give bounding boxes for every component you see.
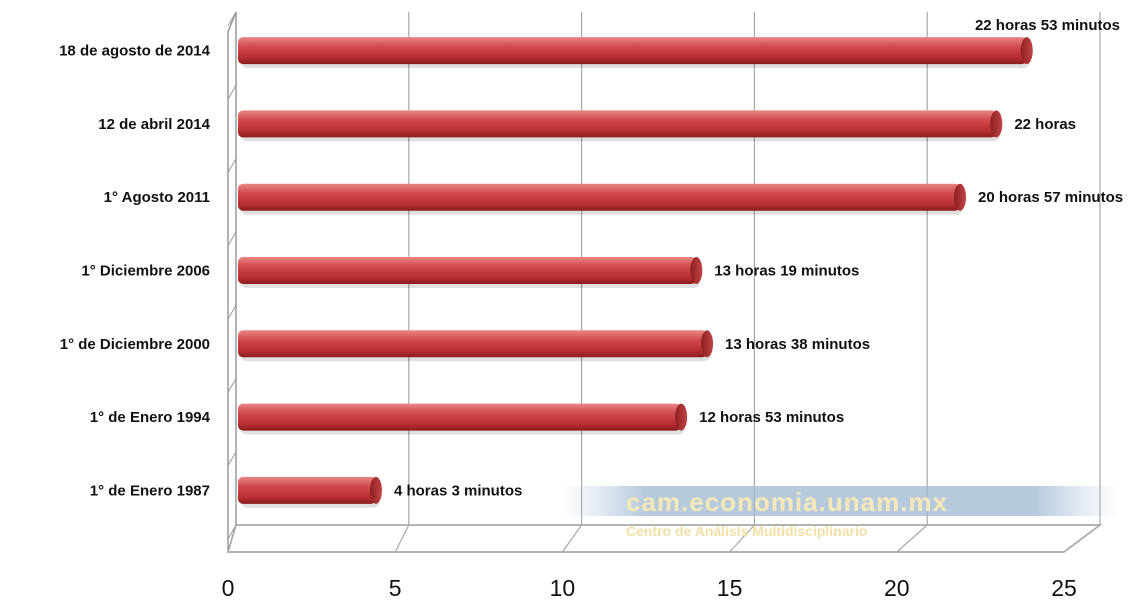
bar-body (238, 183, 961, 211)
bar (238, 257, 703, 288)
category-tick (227, 451, 237, 466)
category-tick (227, 378, 237, 393)
bar-body (238, 37, 1027, 65)
bar (238, 37, 1033, 69)
category-label: 1° de Enero 1994 (90, 409, 211, 426)
bar-body (238, 257, 697, 284)
bars (238, 37, 1033, 508)
bar (238, 476, 382, 508)
category-tick (227, 524, 237, 540)
data-label: 4 horas 3 minutos (394, 482, 522, 499)
x-tick-label: 20 (884, 575, 910, 601)
category-tick (227, 231, 237, 247)
category-label: 18 de agosto de 2014 (59, 43, 211, 60)
category-labels: 18 de agosto de 2014 12 de abril 2014 1° A… (59, 43, 211, 500)
data-labels: 22 horas 53 minutos 22 horas 20 horas 57 m… (394, 17, 1123, 499)
bar-end-cap (990, 110, 1003, 138)
watermark: cam.economia.unam.mx Centro de Análisis … (560, 486, 1120, 539)
data-label: 13 horas 19 minutos (714, 263, 859, 280)
x-axis-tick-labels: 0 5 10 15 20 25 (222, 575, 1077, 601)
data-label: 12 horas 53 minutos (699, 409, 844, 426)
x-tick-label: 10 (550, 575, 576, 601)
bar-body (238, 110, 997, 138)
category-tick (227, 304, 237, 320)
category-label: 1° de Diciembre 2000 (60, 336, 210, 353)
floor-gridline (729, 524, 755, 553)
category-label: 12 de abril 2014 (98, 116, 210, 133)
x-tick-label: 0 (222, 575, 235, 601)
data-label: 20 horas 57 minutos (978, 189, 1123, 206)
bar-end-cap (701, 330, 714, 358)
category-tick (227, 85, 237, 100)
bar (238, 110, 1003, 142)
floor-gridline (227, 524, 237, 553)
data-label: 22 horas (1014, 116, 1076, 133)
x-tick-label: 25 (1051, 575, 1077, 601)
watermark-sub-text: Centro de Análisis Multidisciplinario (626, 523, 867, 539)
bar-body (238, 476, 376, 504)
watermark-band (560, 486, 1120, 516)
category-label: 1° Diciembre 2006 (81, 263, 210, 280)
bar-end-cap (369, 476, 382, 504)
x-tick-label: 5 (389, 575, 402, 601)
category-label: 1° de Enero 1987 (90, 482, 210, 499)
data-label: 13 horas 38 minutos (725, 336, 870, 353)
bar (238, 403, 688, 435)
bar-end-cap (1020, 37, 1033, 65)
category-tick (227, 11, 237, 27)
x-tick-label: 15 (717, 575, 743, 601)
floor-gridline (394, 524, 410, 553)
category-tick (227, 158, 237, 173)
bar-body (238, 403, 682, 431)
bar (238, 183, 967, 215)
floor-gridline (1063, 524, 1101, 553)
data-label: 22 horas 53 minutos (975, 17, 1120, 34)
bar-end-cap (675, 403, 688, 431)
category-label: 1° Agosto 2011 (104, 189, 210, 206)
watermark-main-text: cam.economia.unam.mx (626, 487, 948, 517)
floor-gridline (896, 524, 928, 553)
bar (238, 330, 714, 362)
bar-end-cap (690, 257, 703, 284)
floor-gridline (561, 524, 583, 553)
bar-end-cap (954, 183, 967, 211)
bar-body (238, 330, 708, 358)
